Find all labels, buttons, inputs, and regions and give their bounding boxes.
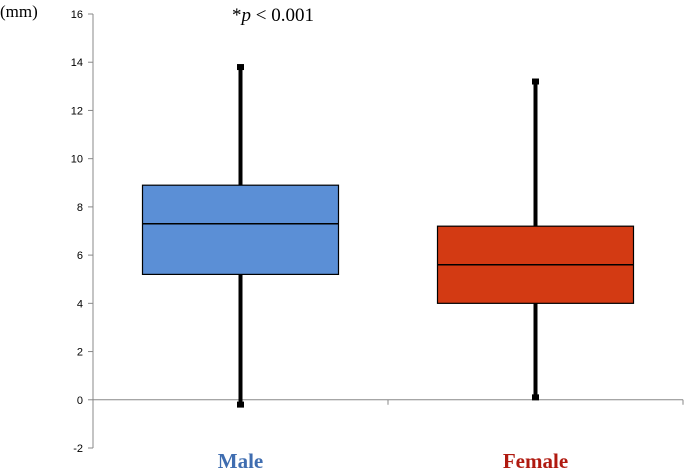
y-tick-label: 2 [77, 347, 83, 359]
y-tick-label: 10 [71, 154, 83, 166]
whisker-cap-max [237, 64, 244, 71]
annotation-star: * [232, 5, 242, 26]
whisker-cap-max [532, 78, 539, 85]
box-iqr [141, 184, 340, 276]
y-tick-label: 12 [71, 105, 83, 117]
y-tick-label: 6 [77, 250, 83, 262]
category-label: Female [503, 449, 568, 470]
category-labels: Male Female [218, 449, 568, 470]
significance-annotation: *p < 0.001 [232, 5, 314, 26]
axes: -2 0 2 4 6 8 10 12 14 16 [71, 9, 684, 455]
y-tick-label: 0 [77, 395, 83, 407]
y-axis-unit-label: (mm) [0, 2, 38, 21]
whisker-cap-min [532, 394, 539, 401]
boxes-group [141, 64, 635, 408]
y-tick-label: 4 [77, 298, 83, 310]
annotation-threshold: < 0.001 [251, 5, 314, 26]
y-tick-label: 8 [77, 202, 83, 214]
category-label: Male [218, 449, 263, 470]
annotation-p: p [240, 5, 252, 26]
y-tick-label: -2 [73, 443, 83, 455]
box-female [436, 78, 635, 401]
box-male [141, 64, 340, 408]
whisker-cap-min [237, 401, 244, 408]
y-tick-label: 14 [71, 57, 83, 69]
y-tick-label: 16 [71, 9, 83, 21]
